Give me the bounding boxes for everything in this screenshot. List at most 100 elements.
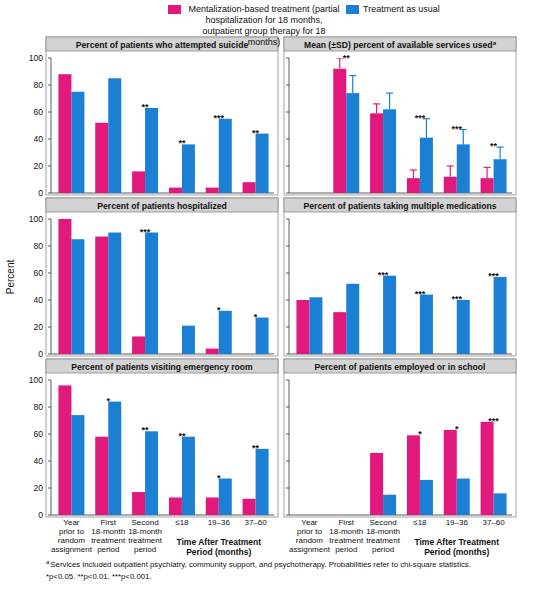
y-tick-label: 20 — [34, 322, 44, 332]
title-text: Percent of patients employed or in schoo… — [315, 362, 486, 372]
panel-frame — [284, 359, 516, 517]
panel-title: Percent of patients hospitalized — [97, 201, 226, 211]
x-tick-line: Year — [63, 518, 80, 527]
bar — [383, 109, 396, 193]
y-tick — [286, 488, 289, 489]
significance: ** — [490, 141, 498, 151]
y-tick-label: 100 — [29, 53, 43, 63]
bar — [132, 336, 145, 354]
y-tick — [286, 85, 289, 86]
title-text: Percent of patients taking multiple medi… — [304, 201, 497, 211]
x-tick-label: Second18-monthtreatmentperiod — [128, 518, 163, 554]
bar — [346, 284, 359, 354]
y-tick — [286, 139, 289, 140]
x-tick-line: ≤18 — [175, 518, 189, 527]
y-tick-label: 20 — [34, 483, 44, 493]
x-tick-line: assignment — [51, 545, 93, 554]
significance: *** — [213, 113, 224, 123]
x-tick-label: Second18-monthtreatmentperiod — [366, 518, 401, 554]
x-tick-line: 18-month — [329, 527, 363, 536]
x-tick-line: prior to — [59, 527, 84, 536]
panel-title: Percent of patients taking multiple medi… — [304, 201, 497, 211]
error-bar — [410, 170, 417, 178]
panel-title: Percent of patients who attempted suicid… — [76, 40, 249, 50]
error-line — [389, 93, 390, 109]
bar — [481, 422, 494, 515]
y-axis-line — [51, 58, 52, 193]
bar — [243, 182, 256, 193]
bar — [494, 493, 507, 515]
bar — [169, 188, 182, 193]
x-tick-line: treatment — [329, 536, 364, 545]
x-group-line: Time After Treatment — [414, 537, 499, 547]
bar — [494, 159, 507, 193]
error-line — [339, 58, 340, 69]
y-tick — [48, 112, 51, 113]
significance: ** — [252, 128, 260, 138]
y-tick-label: 80 — [34, 402, 44, 412]
significance: ** — [252, 443, 260, 453]
bar — [145, 108, 158, 193]
significance: *** — [378, 270, 389, 280]
y-tick — [286, 273, 289, 274]
y-axis-line — [289, 58, 290, 193]
significance: ** — [178, 431, 186, 441]
y-tick-label: 100 — [29, 214, 43, 224]
footnote-text: Services included outpatient psychiatry,… — [50, 560, 471, 569]
y-tick — [48, 488, 51, 489]
bar — [444, 177, 457, 193]
y-tick — [286, 166, 289, 167]
y-tick — [48, 380, 51, 381]
y-tick — [48, 273, 51, 274]
bar — [457, 300, 470, 354]
error-line — [450, 166, 451, 177]
x-tick-line: 37–60 — [244, 518, 267, 527]
y-axis-line — [51, 219, 52, 354]
x-tick-line: treatment — [91, 536, 126, 545]
bar — [145, 233, 158, 355]
bars — [333, 58, 506, 193]
x-tick-line: 18-month — [128, 527, 162, 536]
error-cap — [447, 165, 454, 166]
bar — [58, 385, 71, 515]
panel-title: Percent of patients visiting emergency r… — [71, 362, 253, 372]
x-group-label: Time After TreatmentPeriod (months) — [414, 537, 499, 557]
x-tick-line: 18-month — [91, 527, 125, 536]
bar — [444, 354, 457, 355]
x-tick-line: period — [335, 545, 357, 554]
x-tick-line: assignment — [289, 545, 331, 554]
bar — [145, 431, 158, 515]
x-tick-line: period — [134, 545, 156, 554]
y-tick — [286, 300, 289, 301]
x-tick-line: random — [296, 536, 323, 545]
error-line — [352, 76, 353, 94]
y-tick — [48, 246, 51, 247]
y-tick-label: 80 — [34, 80, 44, 90]
x-axis-line — [51, 354, 274, 355]
bar — [71, 92, 84, 193]
bar — [95, 237, 108, 354]
bar — [132, 492, 145, 515]
panel-frame — [46, 37, 278, 195]
bar — [256, 134, 269, 193]
title-text: Percent of patients who attempted suicid… — [76, 40, 249, 50]
x-tick-label: ≤18 — [175, 518, 189, 527]
error-line — [426, 119, 427, 138]
x-tick-line: prior to — [297, 527, 322, 536]
significance: ** — [178, 138, 186, 148]
x-tick-line: 37–60 — [482, 518, 505, 527]
y-tick — [48, 58, 51, 59]
bar — [481, 354, 494, 355]
y-tick-label: 0 — [38, 510, 43, 520]
x-tick-line: period — [372, 545, 394, 554]
bar — [206, 349, 219, 354]
y-tick-label: 40 — [34, 295, 44, 305]
x-tick-label: Yearprior torandomassignment — [289, 518, 331, 554]
x-tick-label: 37–60 — [482, 518, 505, 527]
bar — [457, 144, 470, 193]
bar — [71, 415, 84, 515]
x-tick-line: 19–36 — [446, 518, 469, 527]
x-tick-label: ≤18 — [413, 518, 427, 527]
error-line — [486, 167, 487, 178]
bar — [407, 178, 420, 193]
